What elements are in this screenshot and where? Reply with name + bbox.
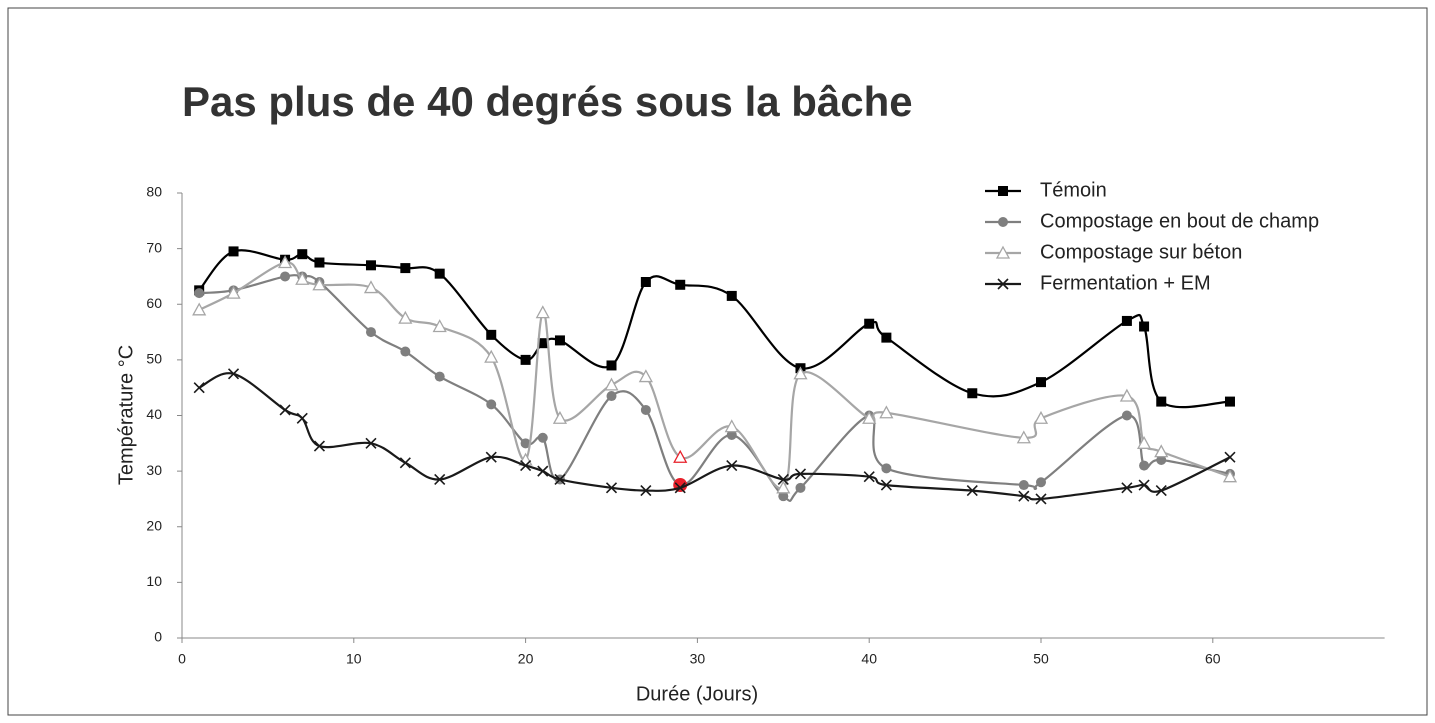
marker — [555, 335, 565, 345]
marker — [1122, 316, 1132, 326]
y-tick-label: 50 — [146, 351, 162, 367]
marker — [194, 288, 204, 298]
marker — [314, 258, 324, 268]
legend-label: Compostage en bout de champ — [1040, 210, 1319, 232]
marker — [435, 372, 445, 382]
marker — [435, 269, 445, 279]
legend-label: Compostage sur béton — [1040, 241, 1242, 263]
legend-label: Témoin — [1040, 179, 1107, 201]
x-tick-label: 0 — [178, 651, 186, 667]
marker — [486, 399, 496, 409]
marker — [1139, 322, 1149, 332]
y-tick-label: 30 — [146, 462, 162, 478]
legend-marker — [998, 186, 1008, 196]
y-tick-label: 70 — [146, 239, 162, 255]
marker — [366, 260, 376, 270]
marker — [1036, 477, 1046, 487]
marker — [229, 246, 239, 256]
x-tick-label: 20 — [518, 651, 534, 667]
x-tick-label: 50 — [1033, 651, 1049, 667]
marker — [881, 333, 891, 343]
marker — [967, 388, 977, 398]
marker — [864, 319, 874, 329]
marker — [400, 347, 410, 357]
y-tick-label: 80 — [146, 184, 162, 200]
y-tick-label: 40 — [146, 406, 162, 422]
marker — [641, 405, 651, 415]
legend-label: Fermentation + EM — [1040, 272, 1211, 294]
y-axis-label: Température °C — [115, 345, 137, 485]
marker — [1036, 377, 1046, 387]
marker — [538, 433, 548, 443]
marker — [1019, 480, 1029, 490]
marker — [727, 291, 737, 301]
marker — [297, 249, 307, 259]
y-tick-label: 20 — [146, 517, 162, 533]
y-tick-label: 0 — [154, 629, 162, 645]
marker — [521, 355, 531, 365]
legend-marker — [998, 217, 1008, 227]
chart: Pas plus de 40 degrés sous la bâche Duré… — [0, 0, 1435, 723]
marker — [1225, 397, 1235, 407]
marker — [1139, 461, 1149, 471]
y-tick-label: 10 — [146, 573, 162, 589]
marker — [400, 263, 410, 273]
x-tick-label: 60 — [1205, 651, 1221, 667]
x-tick-label: 30 — [690, 651, 706, 667]
marker — [881, 463, 891, 473]
x-axis-label: Durée (Jours) — [636, 683, 758, 705]
marker — [675, 280, 685, 290]
marker — [486, 330, 496, 340]
x-tick-label: 40 — [861, 651, 877, 667]
marker — [641, 277, 651, 287]
marker — [280, 271, 290, 281]
page: Pas plus de 40 degrés sous la bâche Duré… — [0, 0, 1435, 723]
chart-title: Pas plus de 40 degrés sous la bâche — [182, 78, 913, 125]
marker — [607, 391, 617, 401]
y-tick-label: 60 — [146, 295, 162, 311]
marker — [1122, 411, 1132, 421]
x-tick-label: 10 — [346, 651, 362, 667]
marker — [1156, 397, 1166, 407]
marker — [795, 483, 805, 493]
marker — [607, 360, 617, 370]
marker — [366, 327, 376, 337]
